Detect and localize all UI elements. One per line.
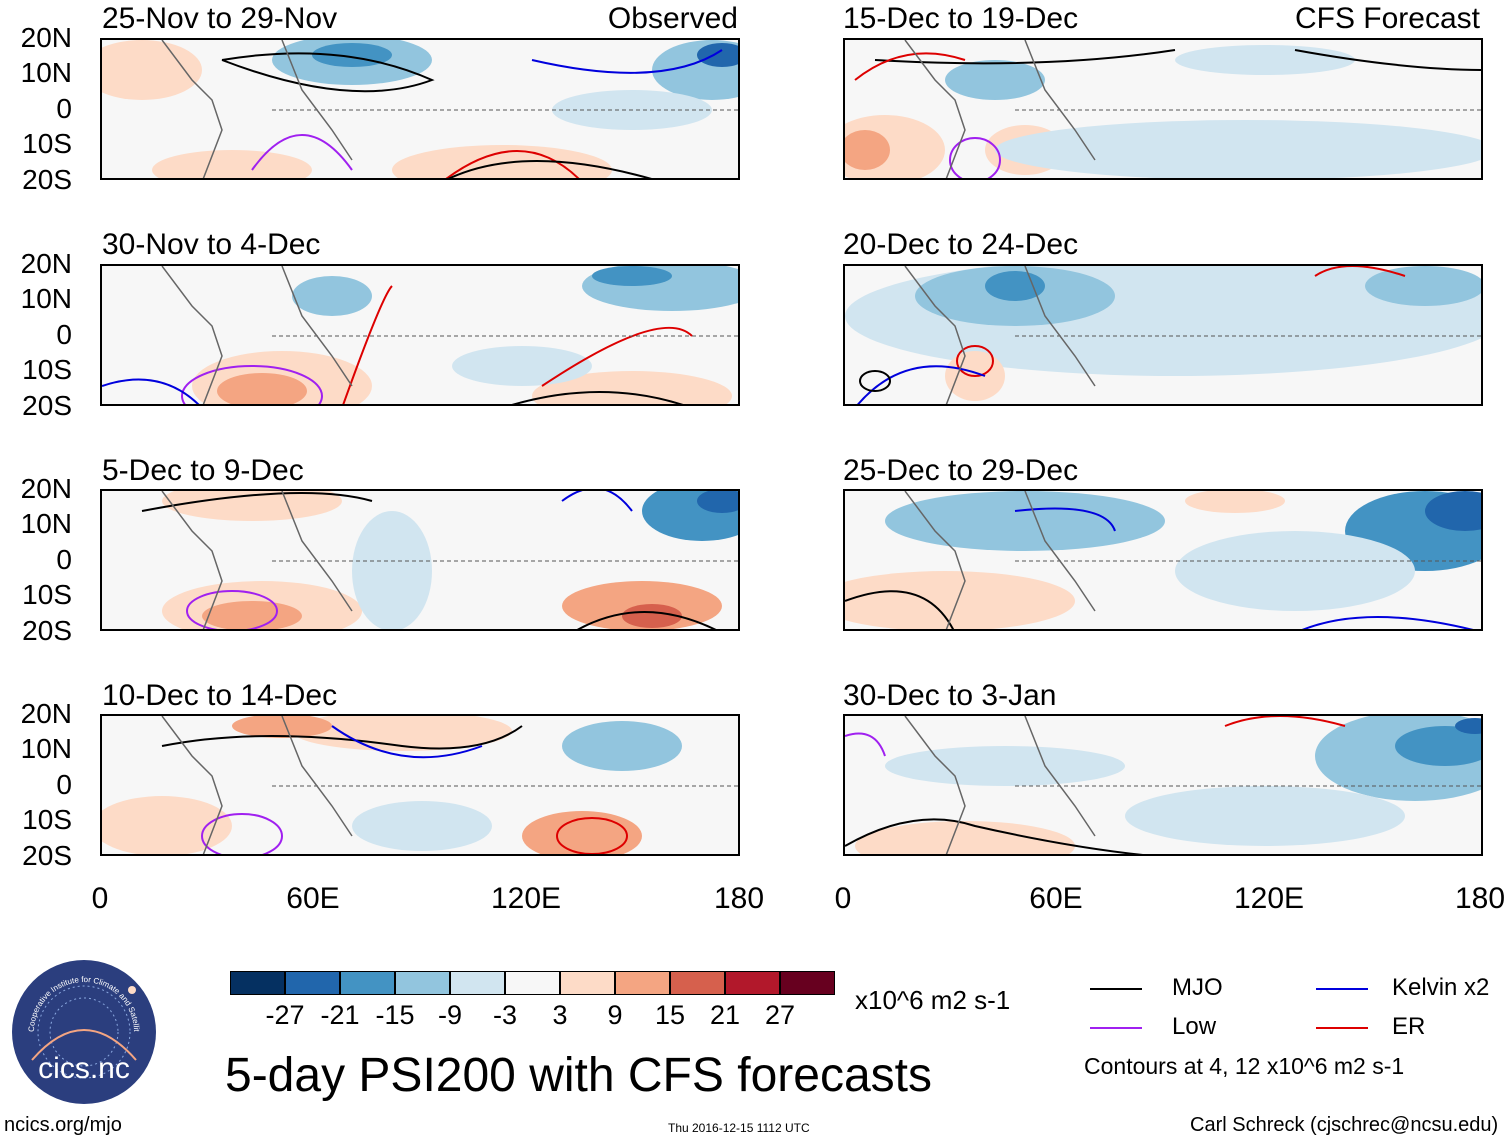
lat-label: 10S <box>22 579 72 610</box>
colorbar-box <box>780 971 835 995</box>
map-panel-2 <box>100 264 740 406</box>
panel-title-5: 15-Dec to 19-Dec <box>843 2 1079 35</box>
logo-ring-text: Cooperative Institute for Climate and Sa… <box>12 960 141 1032</box>
lat-label: 20N <box>20 473 72 504</box>
main-title: 5-day PSI200 with CFS forecasts <box>225 1049 932 1102</box>
lat-label: 10N <box>20 508 72 539</box>
map-panel-7 <box>843 489 1483 631</box>
panel-title-6: 20-Dec to 24-Dec <box>843 228 1079 261</box>
lat-label: 20N <box>20 698 72 729</box>
lat-label: 20N <box>20 22 72 53</box>
lat-label: 0 <box>56 319 72 350</box>
lat-label: 10S <box>22 354 72 385</box>
legend-line-kelvin <box>1316 988 1368 990</box>
lat-label: 0 <box>56 769 72 800</box>
map-panel-4 <box>100 714 740 856</box>
legend-label-er: ER <box>1392 1013 1426 1040</box>
map-panel-5 <box>843 38 1483 180</box>
panel-title-8: 30-Dec to 3-Jan <box>843 679 1057 712</box>
lon-label: 120E <box>490 882 562 915</box>
lat-label: 10N <box>20 733 72 764</box>
colorbar-box <box>670 971 725 995</box>
lat-label: 20S <box>22 615 72 646</box>
legend-line-er <box>1316 1027 1368 1029</box>
legend-line-mjo <box>1090 988 1142 990</box>
colorbar-box <box>230 971 285 995</box>
panel-label-observed: Observed <box>607 2 738 35</box>
colorbar-tick: -15 <box>375 1000 415 1030</box>
cics-logo: Cooperative Institute for Climate and Sa… <box>12 960 156 1104</box>
colorbar-box <box>560 971 615 995</box>
lat-label: 0 <box>56 544 72 575</box>
colorbar-tick: 27 <box>764 1000 796 1030</box>
svg-text:Cooperative Institute for Clim: Cooperative Institute for Climate and Sa… <box>12 960 141 1032</box>
lat-label: 20S <box>22 840 72 871</box>
panel-label-forecast: CFS Forecast <box>1294 2 1480 35</box>
lat-label: 10N <box>20 283 72 314</box>
lat-label: 10S <box>22 128 72 159</box>
colorbar-tick: 3 <box>552 1000 568 1030</box>
colorbar-box <box>615 971 670 995</box>
lat-label: 10S <box>22 804 72 835</box>
lon-label: 0 <box>834 882 852 915</box>
map-panel-6 <box>843 264 1483 406</box>
map-panel-8 <box>843 714 1483 856</box>
lon-label: 180 <box>713 882 765 915</box>
map-panel-1 <box>100 38 740 180</box>
legend-label-kelvin: Kelvin x2 <box>1392 974 1490 1001</box>
colorbar-tick: -21 <box>320 1000 360 1030</box>
panel-title-4: 10-Dec to 14-Dec <box>102 679 338 712</box>
footer-url[interactable]: ncics.org/mjo <box>4 1114 122 1136</box>
lat-label: 0 <box>56 93 72 124</box>
colorbar-tick: -3 <box>492 1000 517 1030</box>
lon-label: 0 <box>91 882 109 915</box>
legend-line-low <box>1090 1027 1142 1029</box>
lat-label: 20N <box>20 248 72 279</box>
logo-text: cics.nc <box>38 1052 130 1085</box>
lon-label: 120E <box>1233 882 1305 915</box>
panel-title-7: 25-Dec to 29-Dec <box>843 454 1079 487</box>
colorbar-box <box>395 971 450 995</box>
colorbar-box <box>340 971 395 995</box>
colorbar-box <box>285 971 340 995</box>
legend-label-mjo: MJO <box>1172 974 1223 1001</box>
lon-label: 180 <box>1454 882 1506 915</box>
colorbar-tick: 21 <box>709 1000 741 1030</box>
panel-title-3: 5-Dec to 9-Dec <box>102 454 304 487</box>
panel-title-2: 30-Nov to 4-Dec <box>102 228 321 261</box>
colorbar-box <box>505 971 560 995</box>
colorbar-tick: 15 <box>654 1000 686 1030</box>
lat-label: 10N <box>20 57 72 88</box>
lon-label: 60E <box>1029 882 1083 915</box>
footer-author: Carl Schreck (cjschrec@ncsu.edu) <box>1190 1114 1499 1136</box>
contours-note: Contours at 4, 12 x10^6 m2 s-1 <box>1084 1053 1405 1079</box>
colorbar-tick: -27 <box>265 1000 305 1030</box>
colorbar-box <box>725 971 780 995</box>
colorbar-box <box>450 971 505 995</box>
map-panel-3 <box>100 489 740 631</box>
lat-label: 20S <box>22 164 72 195</box>
colorbar-tick: 9 <box>607 1000 623 1030</box>
lat-label: 20S <box>22 390 72 421</box>
colorbar-tick: -9 <box>437 1000 462 1030</box>
footer-timestamp: Thu 2016-12-15 1112 UTC <box>668 1121 810 1135</box>
lon-label: 60E <box>286 882 340 915</box>
panel-title-1: 25-Nov to 29-Nov <box>102 2 338 35</box>
legend-label-low: Low <box>1172 1013 1217 1040</box>
colorbar-units: x10^6 m2 s-1 <box>855 985 1011 1015</box>
